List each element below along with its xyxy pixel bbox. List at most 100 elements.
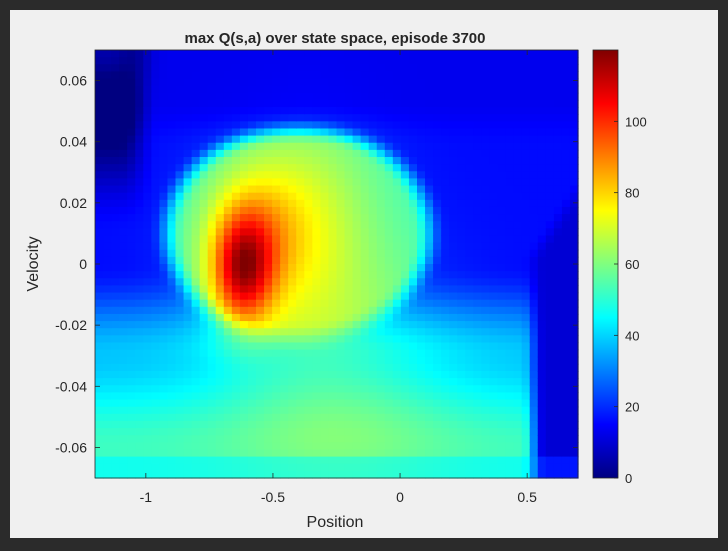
heatmap-cell xyxy=(368,328,378,336)
heatmap-cell xyxy=(223,178,233,187)
heatmap-cell xyxy=(400,392,410,401)
heatmap-cell xyxy=(336,178,346,187)
heatmap-cell xyxy=(103,420,112,429)
heatmap-cell xyxy=(159,57,169,65)
heatmap-cell xyxy=(497,242,507,251)
heatmap-cell xyxy=(143,114,152,122)
heatmap-cell xyxy=(545,428,555,436)
heatmap-cell xyxy=(143,128,152,137)
heatmap-cell xyxy=(408,85,418,94)
heatmap-cell xyxy=(513,420,523,429)
heatmap-cell xyxy=(256,342,265,351)
heatmap-cell xyxy=(175,85,185,94)
heatmap-cell xyxy=(433,399,442,408)
heatmap-cell xyxy=(280,342,289,351)
heatmap-cell xyxy=(328,456,338,465)
heatmap-cell xyxy=(473,157,482,165)
heatmap-cell xyxy=(199,50,209,58)
heatmap-cell xyxy=(473,278,482,286)
heatmap-cell xyxy=(400,449,410,458)
heatmap-cell xyxy=(489,228,499,237)
heatmap-cell xyxy=(513,256,523,265)
heatmap-cell xyxy=(247,171,257,179)
heatmap-cell xyxy=(103,385,112,393)
heatmap-cell xyxy=(239,292,249,301)
heatmap-cell xyxy=(465,264,474,272)
heatmap-cell xyxy=(95,306,104,315)
heatmap-cell xyxy=(247,249,257,258)
heatmap-cell xyxy=(256,271,265,279)
heatmap-cell xyxy=(328,470,338,479)
heatmap-cell xyxy=(135,164,144,172)
heatmap-cell xyxy=(473,435,482,443)
heatmap-cell xyxy=(135,64,144,72)
heatmap-cell xyxy=(272,321,281,329)
heatmap-cell xyxy=(175,221,185,229)
heatmap-cell xyxy=(256,185,265,194)
heatmap-cell xyxy=(183,57,193,65)
heatmap-cell xyxy=(376,413,386,422)
heatmap-cell xyxy=(111,335,120,344)
heatmap-cell xyxy=(135,114,144,122)
heatmap-cell xyxy=(473,463,482,472)
heatmap-cell xyxy=(441,164,450,172)
heatmap-cell xyxy=(159,114,169,122)
heatmap-cell xyxy=(143,271,152,279)
heatmap-cell xyxy=(376,228,386,237)
heatmap-cell xyxy=(288,149,297,158)
heatmap-cell xyxy=(417,371,426,379)
heatmap-cell xyxy=(223,399,233,408)
heatmap-cell xyxy=(103,271,112,279)
heatmap-cell xyxy=(111,449,120,458)
heatmap-cell xyxy=(400,114,410,122)
heatmap-cell xyxy=(360,271,370,279)
heatmap-cell xyxy=(175,292,185,301)
heatmap-cell xyxy=(344,206,354,215)
heatmap-cell xyxy=(441,449,450,458)
heatmap-cell xyxy=(231,256,241,265)
heatmap-cell xyxy=(473,363,482,372)
heatmap-cell xyxy=(304,470,313,479)
heatmap-cell xyxy=(473,107,482,115)
heatmap-cell xyxy=(191,420,201,429)
heatmap-cell xyxy=(111,428,120,436)
heatmap-cell xyxy=(264,278,273,286)
heatmap-cell xyxy=(505,371,515,379)
heatmap-cell xyxy=(256,285,265,294)
heatmap-cell xyxy=(360,299,370,308)
heatmap-cell xyxy=(175,264,185,272)
heatmap-cell xyxy=(183,199,193,208)
heatmap-cell xyxy=(183,456,193,465)
heatmap-cell xyxy=(231,406,241,415)
heatmap-cell xyxy=(384,406,394,415)
heatmap-cell xyxy=(223,285,233,294)
heatmap-cell xyxy=(336,256,346,265)
heatmap-cell xyxy=(239,242,249,251)
heatmap-cell xyxy=(497,413,507,422)
heatmap-cell xyxy=(400,264,410,272)
heatmap-cell xyxy=(111,363,120,372)
heatmap-cell xyxy=(417,71,426,80)
heatmap-cell xyxy=(489,249,499,258)
heatmap-cell xyxy=(256,135,265,144)
heatmap-cell xyxy=(95,313,104,322)
heatmap-cell xyxy=(280,406,289,415)
heatmap-cell xyxy=(465,449,474,458)
heatmap-cell xyxy=(119,171,128,179)
heatmap-cell xyxy=(167,206,177,215)
heatmap-cell xyxy=(95,328,104,336)
heatmap-cell xyxy=(529,64,539,72)
heatmap-cell xyxy=(513,85,523,94)
heatmap-cell xyxy=(376,271,386,279)
heatmap-cell xyxy=(569,192,579,201)
heatmap-cell xyxy=(545,264,555,272)
heatmap-cell xyxy=(545,221,555,229)
heatmap-cell xyxy=(191,349,201,358)
heatmap-cell xyxy=(247,463,257,472)
heatmap-cell xyxy=(417,235,426,244)
heatmap-cell xyxy=(497,50,507,58)
heatmap-cell xyxy=(417,420,426,429)
heatmap-cell xyxy=(368,50,378,58)
heatmap-cell xyxy=(119,178,128,187)
heatmap-cell xyxy=(264,157,273,165)
